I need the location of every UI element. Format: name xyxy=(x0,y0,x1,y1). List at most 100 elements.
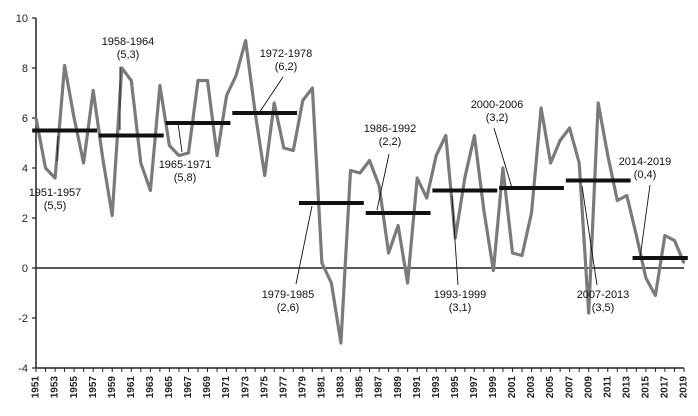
data-point xyxy=(654,294,657,297)
annotation-period-label: 2014-2019 xyxy=(619,156,672,168)
x-tick-label: 1983 xyxy=(336,376,347,399)
annotation-leader-line xyxy=(258,76,284,114)
data-point xyxy=(530,212,533,214)
data-point xyxy=(645,277,647,279)
data-point xyxy=(168,144,171,147)
y-tick-label: 2 xyxy=(22,213,28,225)
y-tick-label: 4 xyxy=(22,163,28,175)
annotation-average-value: (0,4) xyxy=(634,169,657,181)
data-point xyxy=(92,89,94,92)
x-tick-label: 1991 xyxy=(412,376,423,399)
annotation-average-value: (3,2) xyxy=(486,112,509,124)
data-point xyxy=(378,184,380,187)
annotation-period-label: 2007-2013 xyxy=(577,289,630,301)
data-point xyxy=(673,239,676,242)
annotation-leader-line xyxy=(295,205,313,285)
x-tick-label: 1953 xyxy=(50,376,61,399)
annotation-average-value: (3,5) xyxy=(592,302,615,314)
period-average-layer xyxy=(32,111,688,260)
data-point xyxy=(235,74,237,77)
x-tick-label: 2015 xyxy=(641,376,652,399)
data-point xyxy=(387,252,390,254)
data-point xyxy=(616,199,619,202)
data-point xyxy=(82,162,85,164)
data-point xyxy=(178,154,180,157)
annotation-leader-line xyxy=(451,195,459,286)
x-tick-label: 2019 xyxy=(679,376,690,399)
data-point xyxy=(540,107,542,109)
data-point xyxy=(349,169,352,172)
data-point xyxy=(359,172,361,174)
data-point xyxy=(244,39,247,42)
data-point xyxy=(435,154,438,157)
x-tick-label: 1973 xyxy=(240,376,251,399)
annotation-period-label: 2000-2006 xyxy=(471,99,524,111)
y-axis: -4 -2 0 2 4 6 8 10 xyxy=(16,13,37,375)
x-axis: 1951 1953 1955 1957 1959 1961 1963 1965 1967 1969… xyxy=(31,267,690,399)
annotation-period-label: 1965-1971 xyxy=(159,159,212,171)
x-tick-label: 1979 xyxy=(297,376,308,399)
x-tick-label: 1951 xyxy=(31,376,42,399)
data-point xyxy=(292,149,295,152)
data-point xyxy=(492,269,495,272)
data-point xyxy=(101,157,104,159)
data-point xyxy=(263,174,266,177)
x-tick-label: 2011 xyxy=(602,376,613,398)
data-point xyxy=(282,147,285,149)
series-layer xyxy=(34,38,686,345)
annotation-period-label: 1979-1985 xyxy=(262,289,315,301)
data-point xyxy=(444,134,447,137)
data-point xyxy=(597,102,600,104)
annotation-leader-line xyxy=(177,122,183,153)
y-tick-label: 6 xyxy=(22,113,28,125)
data-point xyxy=(63,64,66,67)
annotation-average-value: (2,2) xyxy=(379,136,402,148)
data-point xyxy=(578,162,580,164)
data-point xyxy=(397,224,399,227)
data-point xyxy=(321,262,323,264)
annotation-leader-line xyxy=(639,184,651,259)
data-point xyxy=(35,117,37,119)
annotation-period-label: 1972-1978 xyxy=(260,48,313,60)
data-point xyxy=(664,234,666,237)
annotation-leader-line xyxy=(56,135,59,162)
x-tick-label: 2001 xyxy=(507,376,518,399)
data-point xyxy=(521,254,523,257)
data-point xyxy=(206,79,209,82)
x-tick-label: 1957 xyxy=(88,376,99,399)
annotation-period-label: 1958-1964 xyxy=(102,36,155,48)
data-point xyxy=(635,234,638,237)
x-tick-label: 2003 xyxy=(526,376,537,399)
data-point xyxy=(73,117,75,119)
data-point xyxy=(159,84,161,87)
data-point xyxy=(140,162,142,164)
data-point xyxy=(568,127,571,129)
data-point xyxy=(511,252,514,254)
data-point xyxy=(483,209,485,212)
data-point xyxy=(273,102,276,104)
annotation-average-value: (5,8) xyxy=(174,172,197,184)
data-point xyxy=(606,154,609,157)
x-tick-label: 2009 xyxy=(583,376,594,399)
x-tick-label: 1971 xyxy=(221,376,232,399)
x-tick-label: 1995 xyxy=(450,376,461,399)
data-point xyxy=(120,67,123,69)
x-tick-label: 2007 xyxy=(564,376,575,399)
x-tick-label: 1965 xyxy=(164,376,175,399)
data-point xyxy=(130,79,133,82)
data-point xyxy=(187,152,190,154)
y-tick-label: 10 xyxy=(16,13,28,25)
data-point xyxy=(216,154,218,157)
x-tick-label: 2017 xyxy=(660,376,671,399)
data-point xyxy=(225,94,228,97)
data-point xyxy=(473,134,476,137)
x-tick-label: 1963 xyxy=(145,376,156,399)
y-tick-label: -4 xyxy=(18,363,28,375)
x-tick-label: 1959 xyxy=(107,376,118,399)
x-tick-label: 1981 xyxy=(317,376,328,399)
annotation-average-value: (3,1) xyxy=(449,302,472,314)
y-tick-label: 0 xyxy=(22,263,28,275)
annotation-layer: 1951-1957(5,5) 1958-1964(5,3) 1965-1971(5,… xyxy=(29,36,672,314)
annotation-period-label: 1951-1957 xyxy=(29,187,82,199)
